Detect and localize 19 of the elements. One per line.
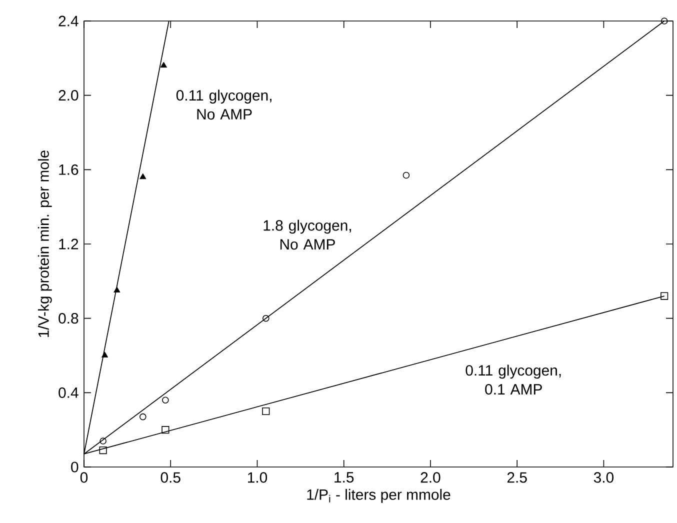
x-tick-label: 1.5 [334,472,354,483]
y-tick-label: 2.0 [58,90,78,101]
annotation: 0.11 glycogen, 0.1 AMP [466,364,561,395]
y-tick-label: 1.6 [59,164,78,175]
annotation: 0.11 glycogen, No AMP [176,90,272,120]
y-tick-label: 0.4 [58,387,78,398]
x-axis-title: 1/P$_{i}$ - liters per mmole [307,488,450,503]
y-tick-label: 2.4 [58,16,78,26]
y-tick-label: 1.2 [59,238,78,250]
x-tick-label: 0 [80,472,88,483]
x-tick-label: 0.5 [160,472,180,483]
x-tick-label: 3.0 [594,472,614,483]
annotation: 1.8 glycogen, No AMP [264,220,351,250]
y-tick-label: 0.8 [58,313,78,324]
y-tick-label: 0 [71,462,78,472]
x-tick-label: 2.5 [507,472,527,483]
x-tick-label: 2.0 [420,472,440,483]
y-axis-title: 1/V-kg protein min. per mole [38,150,52,337]
x-tick-label: 1.0 [248,472,268,483]
